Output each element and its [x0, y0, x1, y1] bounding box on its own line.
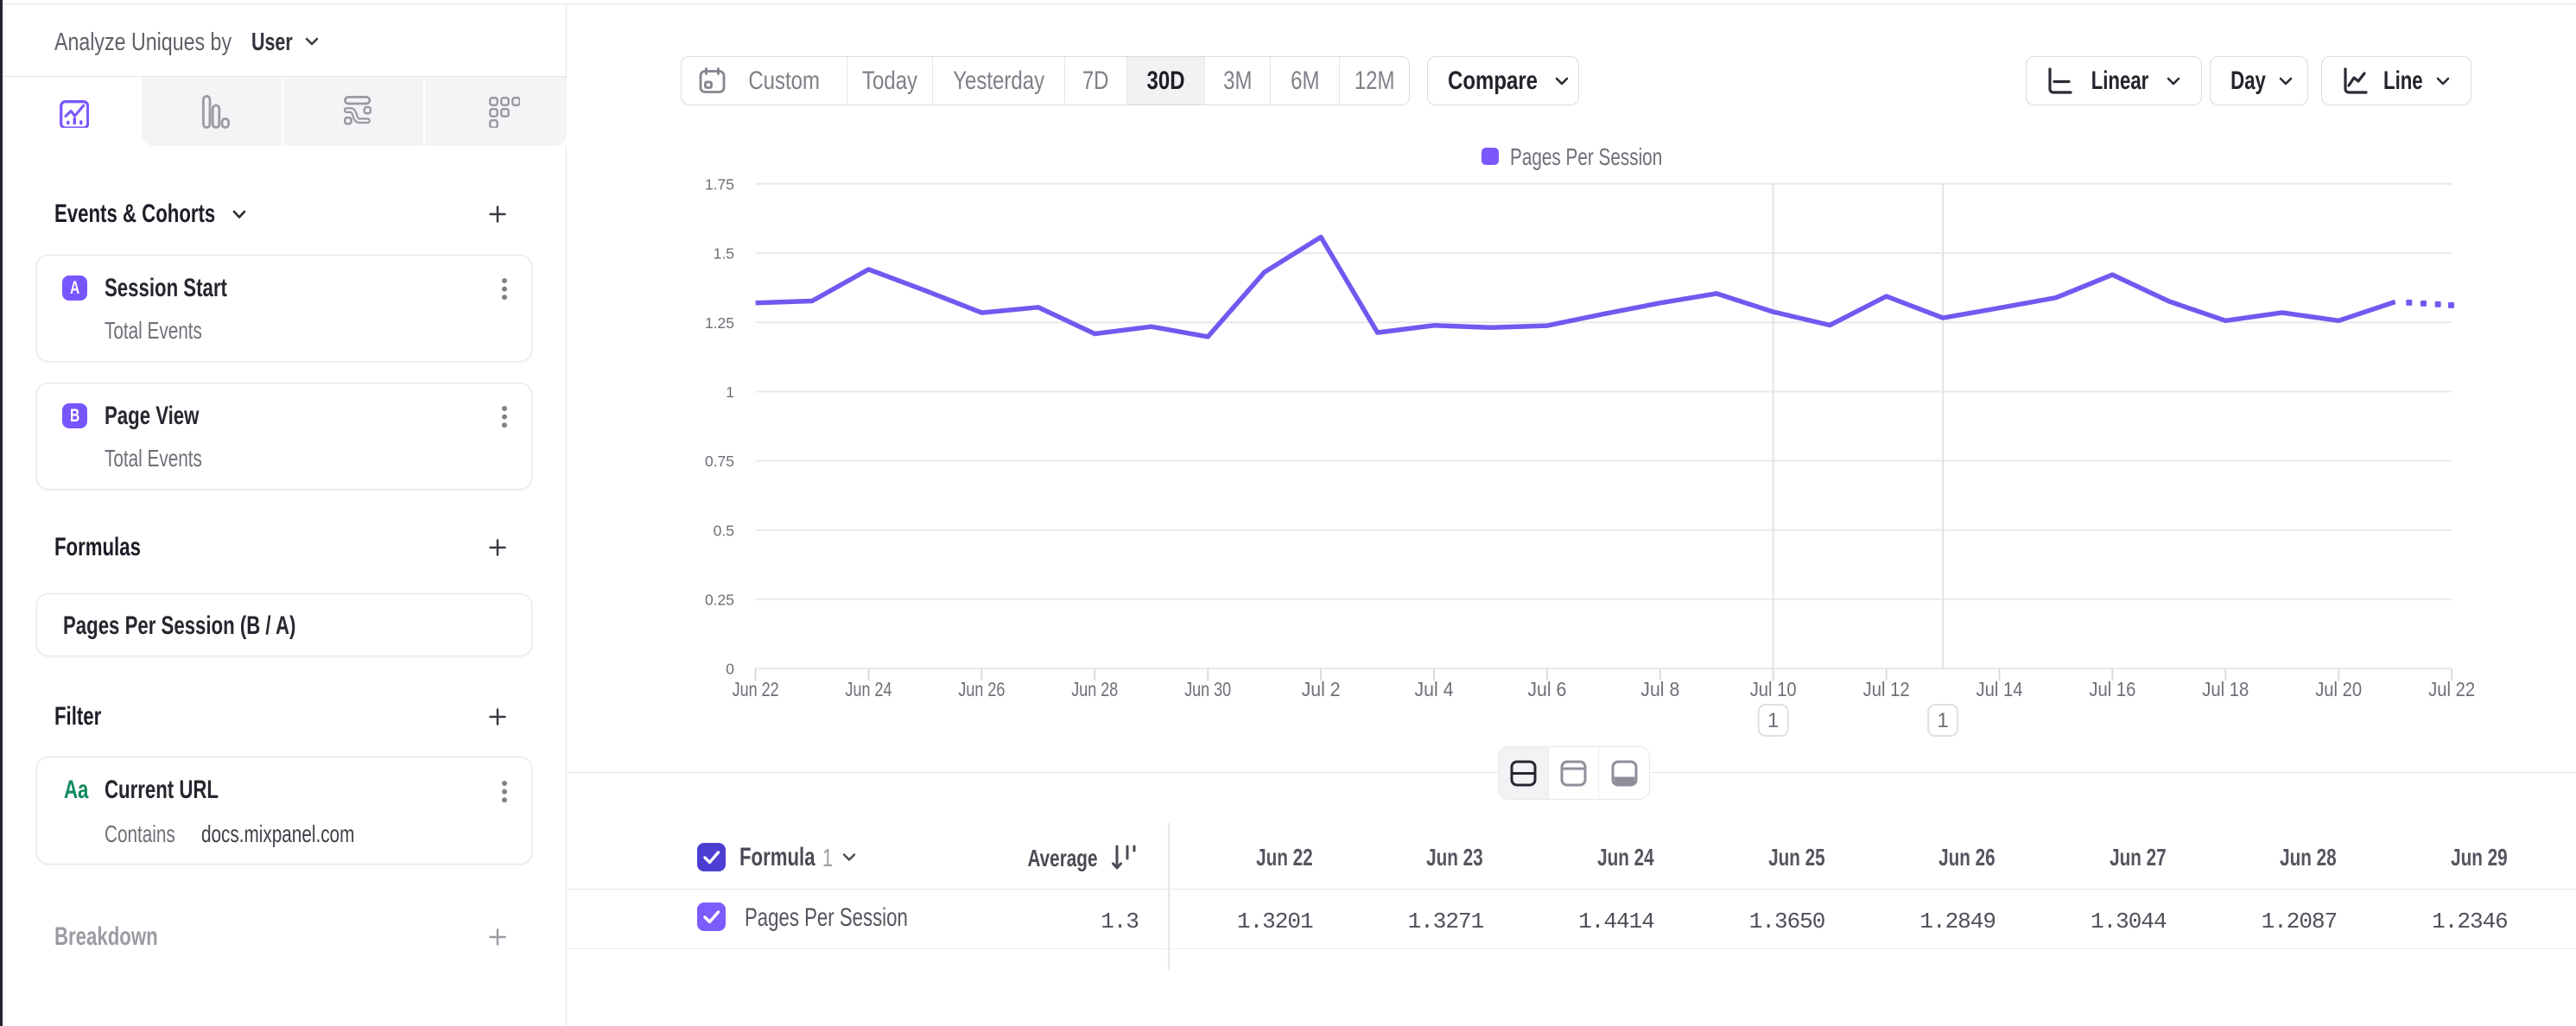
svg-text:Jul 12: Jul 12	[1863, 678, 1910, 700]
svg-text:0.5: 0.5	[714, 522, 734, 539]
svg-text:1: 1	[1767, 709, 1779, 732]
svg-text:Jul 22: Jul 22	[2428, 678, 2475, 700]
svg-text:Jun 28: Jun 28	[1071, 678, 1118, 700]
svg-text:0.75: 0.75	[705, 453, 734, 470]
svg-text:0.25: 0.25	[705, 592, 734, 609]
svg-text:Jun 26: Jun 26	[958, 678, 1005, 700]
svg-text:0: 0	[726, 661, 734, 678]
svg-text:Jul 8: Jul 8	[1640, 678, 1679, 700]
svg-text:Jul 4: Jul 4	[1415, 678, 1454, 700]
svg-text:1.25: 1.25	[705, 314, 734, 332]
svg-text:Jul 20: Jul 20	[2315, 678, 2362, 700]
svg-text:1.75: 1.75	[705, 176, 734, 193]
svg-text:1.5: 1.5	[714, 245, 734, 263]
svg-text:Jun 22: Jun 22	[733, 678, 779, 700]
svg-text:Jun 30: Jun 30	[1184, 678, 1231, 700]
svg-text:Jul 18: Jul 18	[2202, 678, 2249, 700]
svg-text:Jul 2: Jul 2	[1302, 678, 1341, 700]
svg-text:Jul 14: Jul 14	[1976, 678, 2023, 700]
svg-text:1: 1	[1937, 709, 1948, 732]
svg-text:Jul 16: Jul 16	[2089, 678, 2135, 700]
svg-text:Jun 24: Jun 24	[846, 678, 892, 700]
svg-text:Jul 10: Jul 10	[1750, 678, 1797, 700]
svg-text:Jul 6: Jul 6	[1527, 678, 1566, 700]
svg-text:1: 1	[726, 383, 734, 401]
